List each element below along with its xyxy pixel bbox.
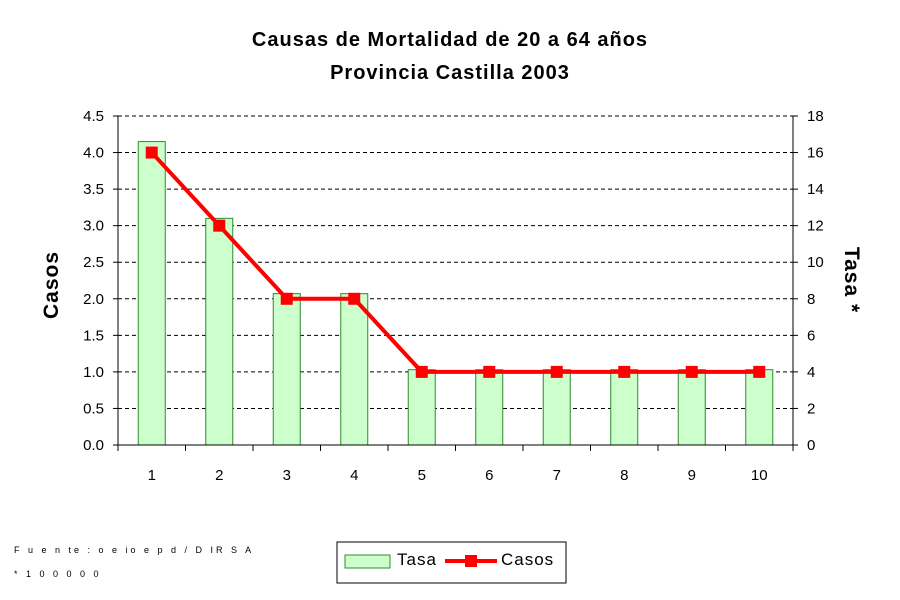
left-tick-label: 3.0 [83, 218, 104, 235]
left-tick-label: 1.0 [83, 364, 104, 381]
right-tick-label: 4 [807, 364, 815, 381]
chart-title: Causas de Mortalidad de 20 a 64 años [252, 29, 648, 51]
bar [745, 369, 774, 446]
right-tick-label: 2 [807, 400, 815, 417]
x-tick-label: 6 [485, 467, 493, 484]
bar [542, 369, 571, 446]
left-tick-label: 4.5 [83, 108, 104, 125]
bar [340, 293, 369, 446]
line-marker [213, 219, 226, 232]
bar [475, 369, 504, 446]
right-tick-label: 10 [807, 254, 824, 271]
x-tick-label: 2 [215, 467, 223, 484]
legend: Tasa Casos [336, 541, 567, 584]
line-marker [280, 292, 293, 305]
left-tick-label: 3.5 [83, 181, 104, 198]
right-axis-ticks: 0 2 4 6 8 10 12 14 16 18 [793, 108, 824, 454]
bar [677, 369, 706, 446]
right-tick-label: 6 [807, 327, 815, 344]
line-series-casos [145, 146, 766, 378]
bar [610, 369, 639, 446]
x-tick-label: 7 [553, 467, 561, 484]
left-tick-label: 1.5 [83, 327, 104, 344]
chart-subtitle: Provincia Castilla 2003 [330, 62, 570, 84]
legend-label-casos: Casos [501, 550, 554, 569]
line-marker [618, 365, 631, 378]
line-marker [348, 292, 361, 305]
x-tick-label: 5 [418, 467, 426, 484]
bar-series-tasa [137, 141, 774, 446]
right-tick-label: 0 [807, 437, 815, 454]
left-axis-ticks: 0.0 0.5 1.0 1.5 2.0 2.5 3.0 3.5 4.0 4.5 [83, 108, 118, 454]
x-tick-label: 1 [148, 467, 156, 484]
legend-swatch-tasa [344, 554, 391, 569]
rate-footnote: * 1 0 0 0 0 0 [14, 569, 102, 579]
bar [272, 293, 301, 446]
legend-swatch-casos-marker [465, 555, 477, 567]
bar [407, 369, 436, 446]
line-marker [145, 146, 158, 159]
x-tick-label: 9 [688, 467, 696, 484]
line-marker [753, 365, 766, 378]
source-footnote: F u e n te : o e io e p d / D IR S A [14, 545, 254, 555]
right-axis-title: Tasa * [840, 247, 863, 313]
left-axis-title: Casos [40, 251, 63, 319]
left-tick-label: 0.5 [83, 400, 104, 417]
bar [137, 141, 166, 446]
left-tick-label: 2.5 [83, 254, 104, 271]
right-tick-label: 8 [807, 291, 815, 308]
x-axis-ticks: 1 2 3 4 5 6 7 8 9 10 [117, 445, 794, 484]
left-tick-label: 4.0 [83, 145, 104, 162]
line-marker [685, 365, 698, 378]
line-marker [483, 365, 496, 378]
right-tick-label: 18 [807, 108, 824, 125]
series-line [150, 151, 760, 374]
x-tick-label: 10 [751, 467, 768, 484]
left-tick-label: 2.0 [83, 291, 104, 308]
x-tick-label: 8 [620, 467, 628, 484]
left-tick-label: 0.0 [83, 437, 104, 454]
line-marker [550, 365, 563, 378]
x-tick-label: 3 [283, 467, 291, 484]
x-tick-label: 4 [350, 467, 358, 484]
right-tick-label: 12 [807, 218, 824, 235]
right-tick-label: 14 [807, 181, 824, 198]
right-tick-label: 16 [807, 145, 824, 162]
line-marker [415, 365, 428, 378]
legend-label-tasa: Tasa [397, 550, 437, 569]
bar [205, 217, 234, 446]
